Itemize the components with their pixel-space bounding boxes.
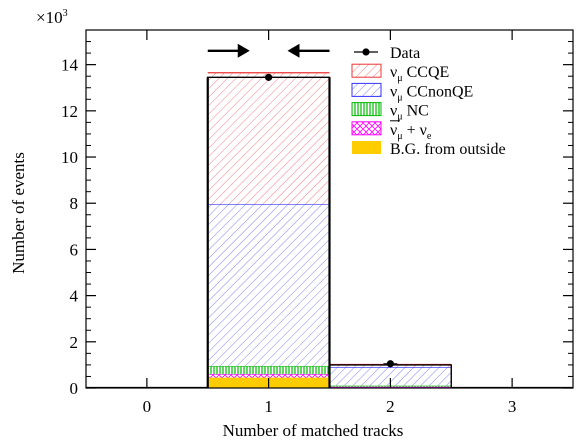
x-tick-label-2: 2 (386, 397, 395, 416)
y-tick-label-6: 6 (70, 240, 79, 259)
legend-label-data: Data (390, 45, 420, 62)
legend-label-nc: νμ NC (390, 103, 429, 123)
selection-arrow-left-head (237, 43, 250, 58)
total-outline (86, 76, 573, 389)
legend-swatch-nuebar (351, 121, 382, 136)
legend-label-nuebar: νμ + νe (390, 122, 432, 142)
y-tick-label-8: 8 (70, 194, 79, 213)
bar-ccnonqe-1 (207, 204, 330, 367)
y-multiplier: ×103 (36, 8, 68, 27)
x-tick-label-3: 3 (508, 397, 517, 416)
x-tick-label-0: 0 (143, 397, 152, 416)
x-axis: 0 1 2 3 (143, 30, 517, 416)
y-tick-label-2: 2 (70, 333, 79, 352)
y-tick-label-0: 0 (70, 379, 79, 398)
bar-ccqe-1 (207, 72, 330, 205)
legend-label-bg: B.G. from outside (390, 141, 506, 158)
legend-data-marker (362, 48, 370, 56)
legend-swatch-ccnonqe (351, 82, 382, 97)
y-axis: 0 2 4 6 8 10 12 14 (61, 29, 573, 398)
y-axis-label: Number of events (9, 152, 28, 274)
legend-swatch-bg (352, 141, 381, 154)
legend-label-ccqe: νμ CCQE (390, 64, 449, 84)
y-tick-label-12: 12 (61, 102, 78, 121)
y-tick-label-4: 4 (70, 287, 79, 306)
x-axis-label: Number of matched tracks (223, 421, 404, 440)
plot-frame (85, 29, 574, 389)
legend-swatch-ccqe (351, 63, 382, 78)
bar-ccnonqe-2 (329, 367, 452, 386)
bar-nc-1 (207, 366, 330, 375)
legend-swatch-nc (351, 102, 382, 117)
selection-arrow-right-head (287, 43, 300, 58)
x-tick-label-1: 1 (264, 397, 273, 416)
y-tick-label-10: 10 (61, 148, 78, 167)
selection-arrows (207, 43, 330, 58)
bar-nuebar-1 (207, 374, 330, 378)
data-point-2 (386, 360, 394, 368)
data-point-1 (265, 73, 273, 81)
y-tick-label-14: 14 (61, 56, 79, 75)
data-points (261, 73, 398, 368)
legend-label-ccnonqe: νμ CCnonQE (390, 83, 473, 103)
